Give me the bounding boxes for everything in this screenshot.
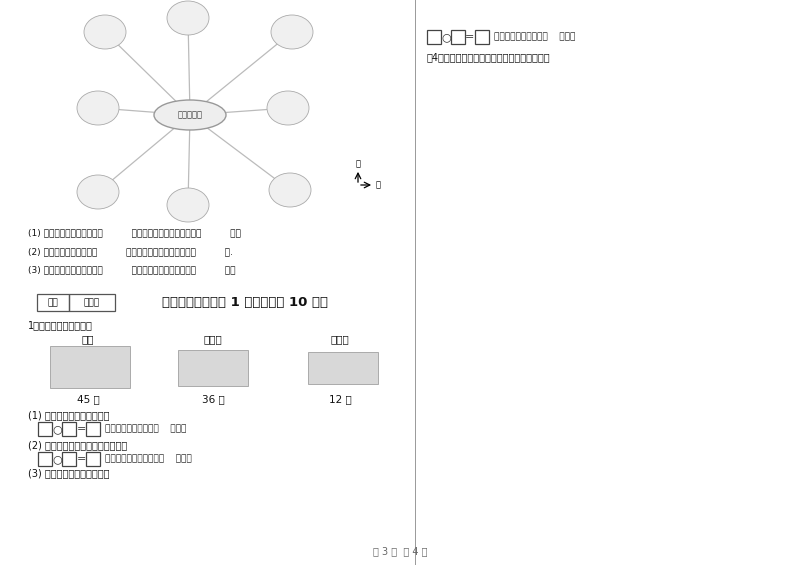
Text: (2) 面包车和大客车一共有多少辆？: (2) 面包车和大客车一共有多少辆？: [28, 440, 127, 450]
Text: 答：面包车和大客车共（    ）辆。: 答：面包车和大客车共（ ）辆。: [105, 454, 192, 463]
Text: (3) 猴子家在森林俱乐部的（          ）面，小狗家在猴子家的（          ）面: (3) 猴子家在森林俱乐部的（ ）面，小狗家在猴子家的（ ）面: [28, 265, 235, 274]
Bar: [37, 294, 69, 311]
Ellipse shape: [269, 173, 311, 207]
Bar: [86, 452, 100, 466]
Text: （4）你还能提出什么数学问题并列式解答吗？: （4）你还能提出什么数学问题并列式解答吗？: [427, 52, 550, 62]
Ellipse shape: [167, 1, 209, 35]
Bar: [86, 422, 100, 436]
Bar: [451, 30, 465, 44]
Ellipse shape: [167, 188, 209, 222]
Text: 森林俱乐部: 森林俱乐部: [178, 111, 202, 120]
Text: 北: 北: [355, 159, 361, 168]
Text: 第 3 页  共 4 页: 第 3 页 共 4 页: [373, 546, 427, 556]
Ellipse shape: [271, 15, 313, 49]
Text: 东: 东: [376, 180, 381, 189]
Text: =: =: [466, 32, 474, 42]
Text: =: =: [76, 454, 86, 464]
Bar: [38, 452, 52, 466]
Ellipse shape: [84, 15, 126, 49]
Bar: [50, 346, 130, 388]
Text: 面包车: 面包车: [204, 334, 222, 344]
Text: 得分: 得分: [48, 298, 58, 307]
Ellipse shape: [77, 175, 119, 209]
Text: ○: ○: [52, 454, 62, 464]
Bar: [69, 294, 115, 311]
Bar: [475, 30, 489, 44]
Ellipse shape: [77, 91, 119, 125]
Ellipse shape: [267, 91, 309, 125]
Bar: [62, 422, 76, 436]
Bar: [427, 30, 441, 44]
Text: (3) 大客车比卡车少多少辆？: (3) 大客车比卡车少多少辆？: [28, 468, 110, 478]
Text: ○: ○: [52, 424, 62, 434]
Text: 12 辆: 12 辆: [329, 394, 351, 404]
Text: 十一、附加题（共 1 大题，共计 10 分）: 十一、附加题（共 1 大题，共计 10 分）: [162, 295, 328, 308]
Text: (1) 卡车比面包车多多少辆？: (1) 卡车比面包车多多少辆？: [28, 410, 110, 420]
Bar: [62, 452, 76, 466]
Text: 答：卡车比面包车多（    ）辆。: 答：卡车比面包车多（ ）辆。: [105, 424, 186, 433]
Ellipse shape: [154, 100, 226, 130]
Text: 36 辆: 36 辆: [202, 394, 224, 404]
Text: 评卷人: 评卷人: [84, 298, 100, 307]
Bar: [178, 350, 248, 386]
Bar: [308, 352, 378, 384]
Text: 大客车: 大客车: [330, 334, 350, 344]
Text: ○: ○: [441, 32, 451, 42]
Text: =: =: [76, 424, 86, 434]
Text: 卡车: 卡车: [82, 334, 94, 344]
Text: 答：大客车比卡车少（    ）辆。: 答：大客车比卡车少（ ）辆。: [494, 33, 575, 41]
Text: (2) 小兔子家的东北面是（          ），森林俱乐部的西北面是（          ）.: (2) 小兔子家的东北面是（ ），森林俱乐部的西北面是（ ）.: [28, 247, 233, 256]
Text: 1、根据图片信息解题。: 1、根据图片信息解题。: [28, 320, 93, 330]
Bar: [38, 422, 52, 436]
Text: 45 辆: 45 辆: [77, 394, 99, 404]
Text: (1) 小猫住在森林俱乐部的（          ）面，小鸡在森林俱乐部的（          ）面: (1) 小猫住在森林俱乐部的（ ）面，小鸡在森林俱乐部的（ ）面: [28, 228, 241, 237]
